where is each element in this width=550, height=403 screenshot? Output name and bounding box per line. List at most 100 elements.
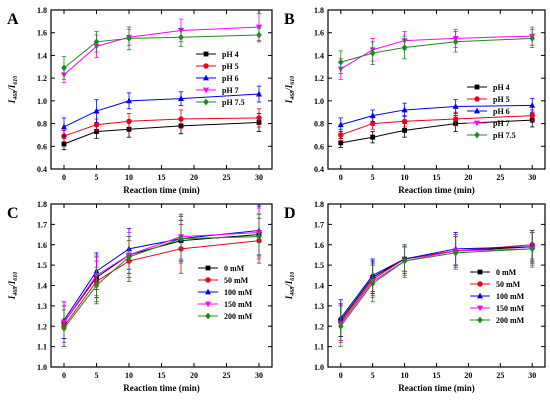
x-tick-label: 10 [125, 371, 133, 380]
data-point [338, 132, 344, 138]
plot-frame [327, 9, 546, 170]
x-axis-label: Reaction time (min) [123, 185, 199, 195]
y-tick-label: 1.5 [37, 261, 47, 270]
y-tick-label: 1.6 [314, 29, 324, 38]
y-tick-label: 1.0 [37, 363, 47, 372]
legend-marker [203, 87, 209, 94]
data-point [94, 129, 99, 134]
data-point [402, 127, 407, 133]
legend-item: pH 7.5 [467, 131, 516, 140]
series-200-mm [337, 230, 536, 348]
x-tick-label: 15 [158, 173, 166, 182]
series-ph-7.5 [61, 26, 262, 80]
legend-item: 100 mM [198, 288, 253, 297]
x-tick-label: 20 [190, 371, 198, 380]
legend-label: pH 4 [222, 50, 239, 59]
y-tick-label: 1.8 [314, 6, 324, 15]
x-tick-label: 25 [496, 173, 504, 182]
legend-label: pH 7.5 [222, 98, 245, 107]
data-point [93, 282, 100, 289]
legend-label: 50 mM [496, 280, 521, 289]
y-tick-label: 1.6 [37, 29, 47, 38]
series-ph-6 [337, 98, 536, 132]
legend-marker [474, 96, 480, 102]
y-tick-label: 1.2 [314, 74, 324, 83]
legend-label: pH 6 [493, 107, 510, 116]
x-tick-label: 30 [528, 173, 536, 182]
data-point [529, 102, 536, 108]
data-point [529, 112, 535, 119]
panel-letter: A [7, 11, 19, 28]
data-point [401, 44, 408, 51]
x-axis-label: Reaction time (min) [398, 185, 474, 195]
x-tick-label: 20 [464, 371, 472, 380]
y-axis-label: I468/I610 [7, 272, 19, 301]
data-point [178, 116, 184, 122]
data-point [452, 38, 459, 46]
x-tick-label: 20 [464, 173, 472, 182]
data-point [401, 257, 408, 265]
data-point [256, 90, 262, 97]
series-ph-4 [338, 112, 535, 148]
legend-marker [477, 316, 483, 324]
legend-label: pH 4 [493, 83, 510, 92]
legend-marker [477, 292, 483, 299]
legend-marker [474, 120, 480, 127]
x-tick-label: 25 [223, 173, 231, 182]
panel-d: D 1.0 1.1 1.2 1.3 1.4 1.5 1.6 1.7 1.8 0 5 10 15 20 25 30… [284, 200, 546, 393]
data-point [369, 120, 376, 127]
y-tick-label: 1.4 [314, 51, 324, 60]
legend-marker [474, 107, 480, 114]
panel-letter: C [7, 205, 19, 222]
data-point [337, 322, 344, 330]
legend-marker [203, 74, 209, 81]
x-tick-label: 0 [339, 371, 343, 380]
x-tick-label: 15 [433, 371, 441, 380]
x-tick-label: 15 [433, 173, 441, 182]
x-tick-label: 10 [401, 173, 409, 182]
y-tick-label: 0.8 [314, 120, 324, 129]
y-tick-label: 1.1 [37, 343, 47, 352]
data-point [178, 95, 184, 101]
legend-label: 200 mM [224, 312, 253, 321]
legend-label: 100 mM [496, 292, 525, 301]
y-tick-label: 1.8 [37, 6, 47, 15]
data-point [93, 38, 100, 46]
y-tick-label: 1.2 [314, 322, 324, 331]
series-200-mm [61, 213, 262, 348]
legend-label: pH 5 [222, 62, 239, 71]
legend: 0 mM 50 mM 100 mM 150 mM 200 mM [470, 268, 525, 325]
data-point [178, 235, 184, 243]
data-point [126, 97, 132, 104]
y-tick-label: 1.0 [314, 97, 324, 106]
x-tick-label: 10 [125, 173, 133, 182]
y-tick-label: 1.4 [314, 282, 324, 291]
legend-marker [203, 51, 209, 57]
data-point [338, 140, 344, 146]
y-tick-label: 1.6 [314, 241, 324, 250]
y-tick-label: 1.3 [37, 302, 47, 311]
series-ph-4 [61, 112, 262, 151]
legend-label: 150 mM [224, 300, 253, 309]
series-ph-7 [61, 13, 262, 84]
data-point [178, 33, 184, 41]
panel-letter: D [284, 205, 296, 222]
x-tick-label: 25 [223, 371, 231, 380]
series-line [340, 37, 533, 63]
plot-frame [50, 203, 273, 368]
legend-marker [203, 63, 209, 69]
legend-item: pH 7 [467, 119, 510, 128]
legend-label: pH 7 [222, 86, 239, 95]
x-tick-label: 30 [255, 173, 263, 182]
series-ph-7 [337, 26, 536, 80]
x-tick-label: 5 [95, 371, 99, 380]
legend: pH 4 pH 5 pH 6 pH 7 pH 7.5 [196, 50, 245, 107]
data-point [369, 112, 376, 119]
data-point [256, 233, 262, 240]
panel-b: B 0.4 0.6 0.8 1.0 1.2 1.4 1.6 1.8 0 5 10 15 20 25 30 Rea… [284, 6, 546, 195]
data-point [256, 31, 262, 39]
series-ph-7.5 [337, 28, 536, 74]
legend-item: 50 mM [470, 280, 521, 289]
y-tick-label: 1.2 [37, 74, 47, 83]
